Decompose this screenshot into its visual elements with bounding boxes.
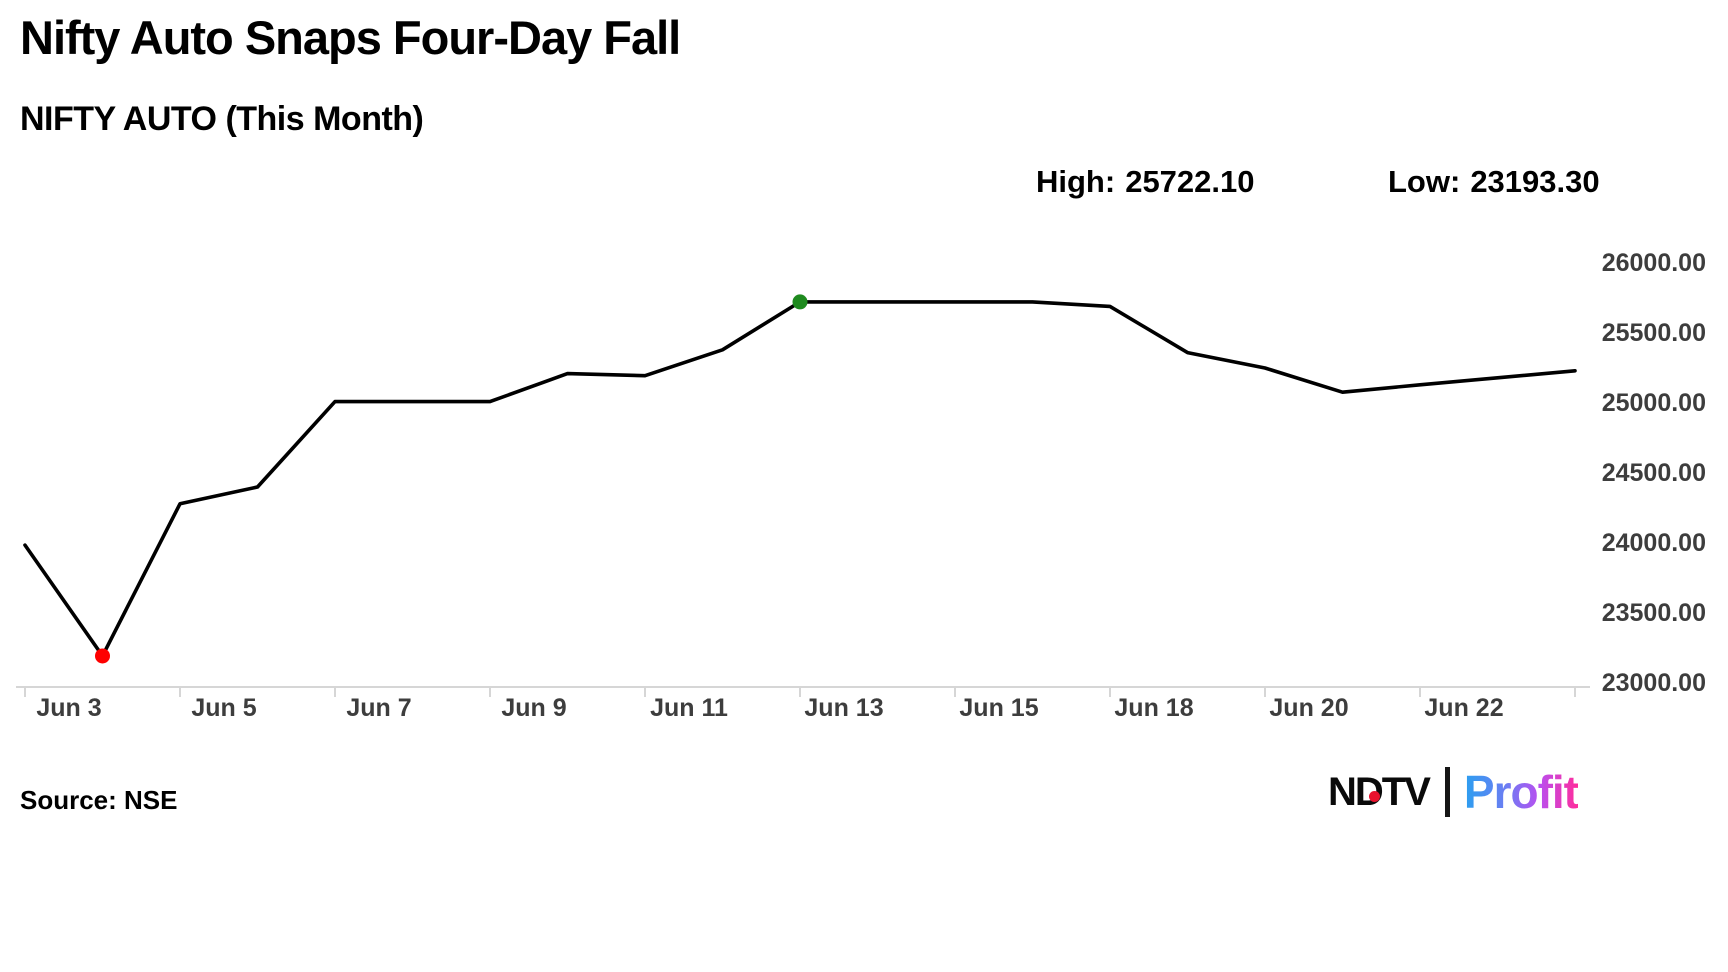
ndtv-profit-logo: NDTV Profit	[1328, 764, 1579, 820]
source-credit: Source: NSE	[20, 785, 178, 815]
ndtv-red-dot-icon	[1369, 791, 1380, 802]
high-label: High:	[1036, 164, 1116, 199]
chart-subtitle: NIFTY AUTO (This Month)	[20, 100, 424, 138]
logo-divider	[1444, 767, 1450, 817]
high-value: 25722.10	[1125, 164, 1255, 199]
high-point-marker	[792, 294, 808, 310]
y-axis-label: 25500.00	[1601, 319, 1706, 347]
y-axis-label: 24500.00	[1601, 459, 1706, 487]
x-axis-label: Jun 5	[191, 694, 257, 722]
x-axis-label: Jun 3	[36, 694, 102, 722]
x-axis-label: Jun 13	[804, 694, 884, 722]
x-axis-label: Jun 9	[501, 694, 567, 722]
low-point-marker	[95, 648, 110, 664]
low-value-readout: Low: 23193.30	[1388, 164, 1600, 200]
low-label: Low:	[1388, 164, 1461, 199]
y-axis-label: 24000.00	[1601, 529, 1706, 557]
y-axis-label: 23500.00	[1601, 599, 1706, 627]
x-axis-label: Jun 18	[1114, 694, 1194, 722]
profit-logo-text: Profit	[1463, 766, 1579, 818]
x-axis-label: Jun 20	[1269, 694, 1349, 722]
ndtv-logo-text: NDTV	[1328, 764, 1431, 820]
y-axis-label: 23000.00	[1601, 669, 1706, 697]
page-title: Nifty Auto Snaps Four-Day Fall	[20, 11, 681, 64]
x-axis-label: Jun 11	[650, 694, 728, 722]
price-line	[23, 300, 1577, 658]
low-value: 23193.30	[1470, 164, 1600, 199]
x-axis-label: Jun 15	[959, 694, 1039, 722]
y-axis-label: 25000.00	[1601, 389, 1706, 417]
x-axis-label: Jun 7	[346, 694, 412, 722]
x-axis-label: Jun 22	[1424, 694, 1504, 722]
y-axis-label: 26000.00	[1601, 249, 1706, 277]
high-value-readout: High: 25722.10	[1036, 164, 1255, 200]
